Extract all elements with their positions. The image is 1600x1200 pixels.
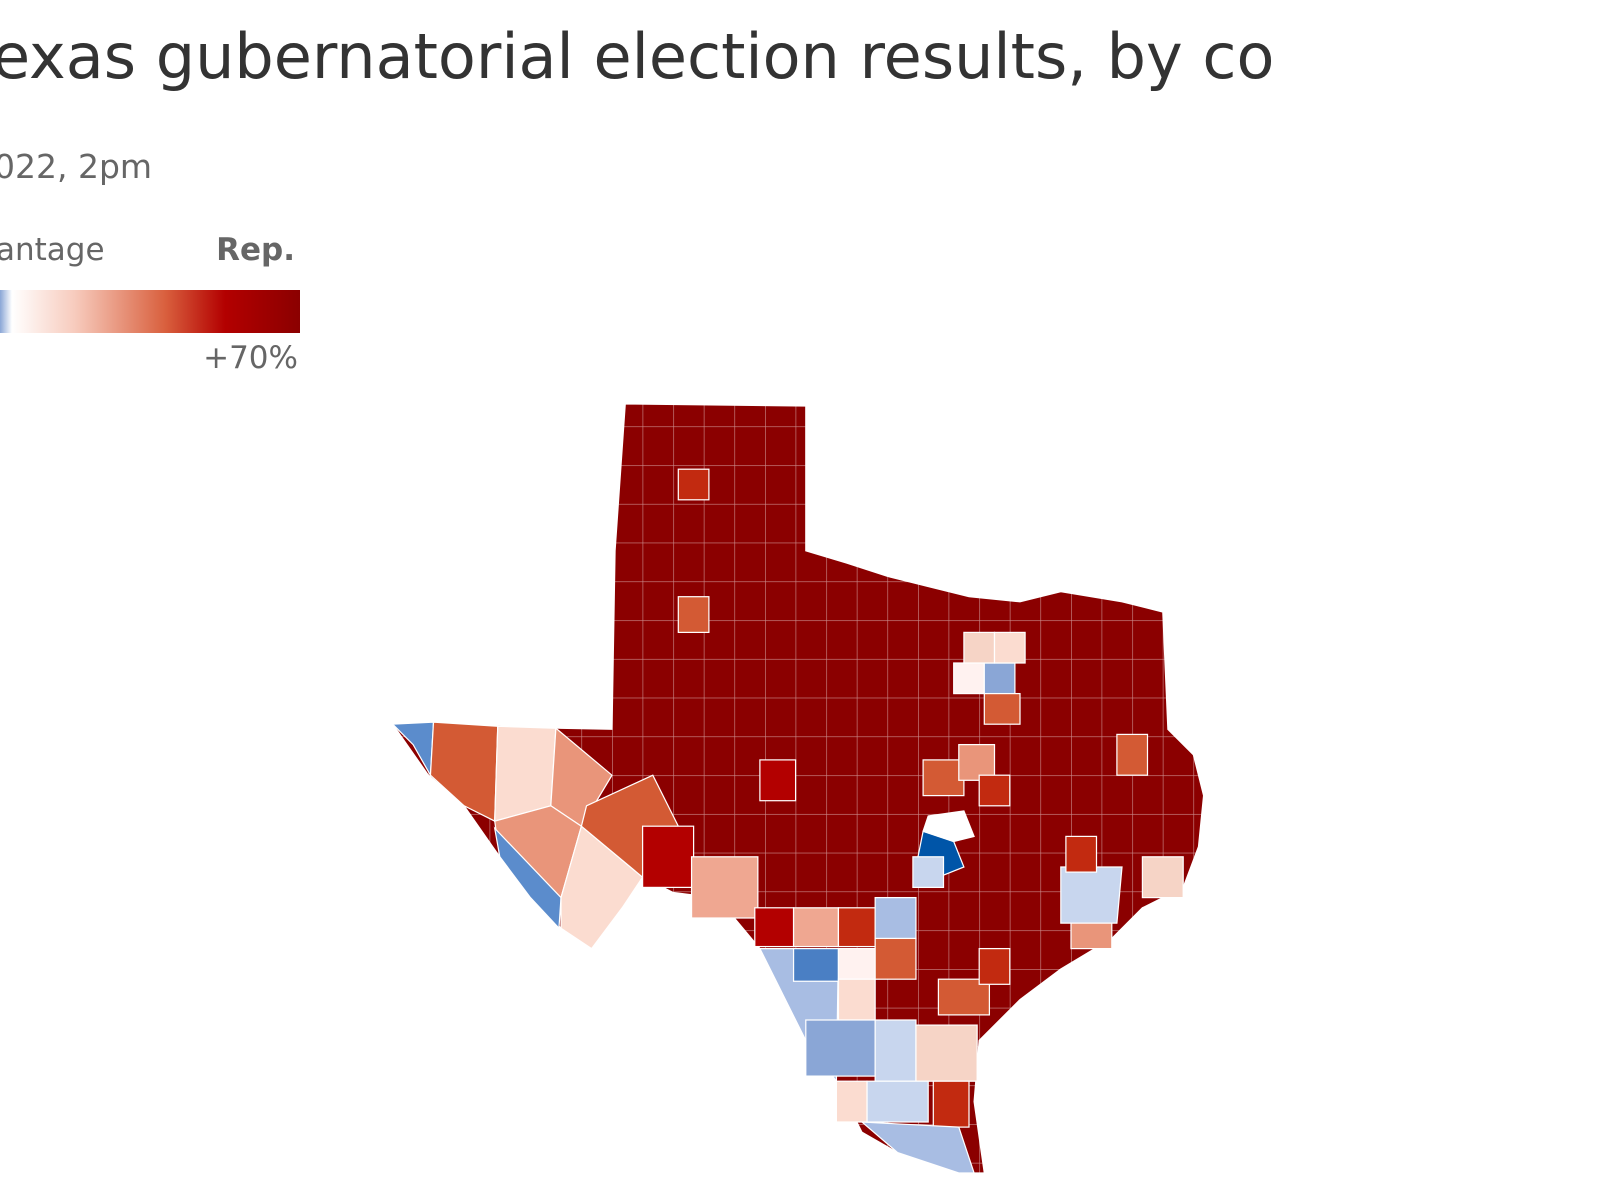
county xyxy=(978,947,1011,985)
legend-right-label: Rep. xyxy=(216,232,295,268)
county xyxy=(1141,856,1184,899)
county xyxy=(792,907,840,948)
county xyxy=(805,1019,876,1077)
county xyxy=(837,978,876,1021)
subtitle: 022, 2pm xyxy=(0,147,152,186)
county xyxy=(754,907,795,948)
county xyxy=(837,907,876,948)
texas-map xyxy=(391,403,1205,1174)
county xyxy=(993,631,1026,664)
county xyxy=(978,774,1011,807)
county xyxy=(963,631,996,664)
county xyxy=(835,1080,868,1123)
county xyxy=(690,856,759,919)
county xyxy=(792,947,840,982)
county xyxy=(937,978,991,1016)
legend-max-label: +70% xyxy=(203,340,298,376)
county xyxy=(874,937,917,980)
county xyxy=(958,743,996,781)
county xyxy=(922,759,965,797)
county xyxy=(677,596,710,634)
county xyxy=(932,1080,970,1128)
county xyxy=(837,947,876,980)
county xyxy=(759,759,797,802)
county xyxy=(429,721,499,823)
county xyxy=(922,810,975,843)
county xyxy=(1065,835,1098,873)
county xyxy=(1116,733,1149,776)
counties xyxy=(391,468,1184,1174)
county xyxy=(912,856,945,889)
county xyxy=(860,1121,975,1174)
county xyxy=(641,825,695,889)
legend-left-label: antage xyxy=(0,232,105,268)
county xyxy=(874,896,917,940)
title: exas gubernatorial election results, by … xyxy=(0,20,1274,93)
county xyxy=(915,1024,978,1082)
county xyxy=(953,662,985,695)
county xyxy=(874,1019,917,1082)
county xyxy=(677,468,710,501)
county xyxy=(493,826,562,930)
county xyxy=(1060,866,1123,924)
county xyxy=(983,692,1021,725)
county xyxy=(866,1080,929,1123)
legend-scale xyxy=(0,290,300,333)
county xyxy=(983,662,1016,695)
